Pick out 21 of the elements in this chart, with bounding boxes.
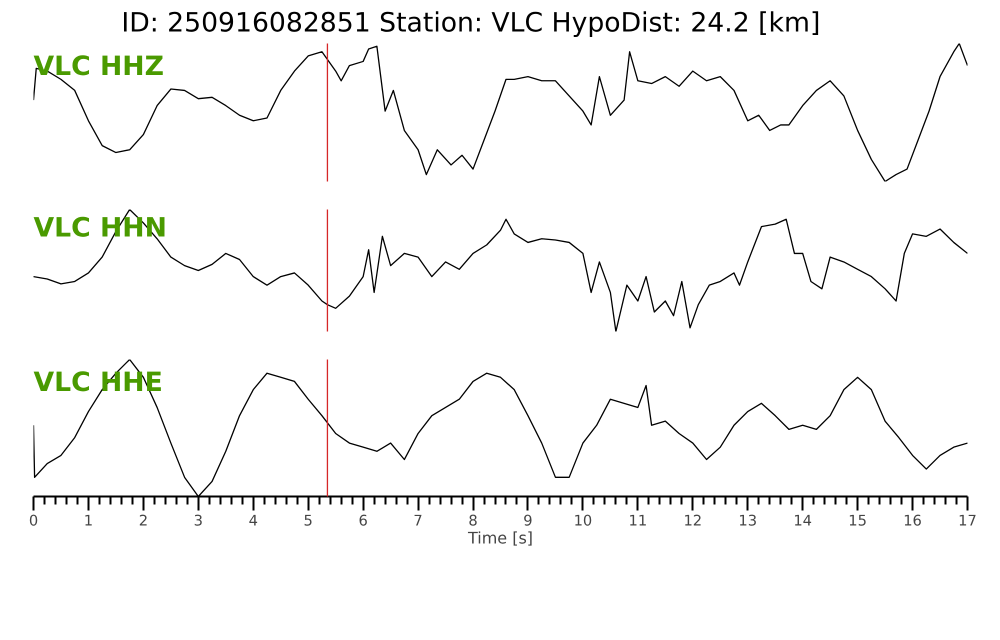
x-tick-label: 14 [793, 512, 812, 530]
x-tick-label: 15 [848, 512, 867, 530]
x-tick-label: 16 [903, 512, 922, 530]
x-tick-label: 5 [304, 512, 313, 530]
series-label: VLC HHZ [34, 51, 164, 82]
x-tick-label: 6 [358, 512, 368, 530]
x-tick-label: 9 [523, 512, 533, 530]
x-tick-label: 12 [683, 512, 702, 530]
chart-title: ID: 250916082851 Station: VLC HypoDist: 24.2 [km] [121, 8, 820, 38]
x-tick-label: 17 [958, 512, 977, 530]
x-tick-label: 1 [84, 512, 94, 530]
x-tick-label: 0 [28, 512, 38, 530]
x-tick-label: 8 [468, 512, 478, 530]
x-tick-label: 11 [628, 512, 648, 530]
x-axis-title: Time [s] [466, 528, 534, 548]
x-tick-label: 4 [248, 512, 258, 530]
x-tick-label: 3 [194, 512, 203, 530]
x-tick-label: 13 [738, 512, 758, 530]
x-tick-label: 2 [138, 512, 148, 530]
x-tick-label: 10 [574, 512, 592, 530]
x-tick-label: 7 [413, 512, 423, 530]
